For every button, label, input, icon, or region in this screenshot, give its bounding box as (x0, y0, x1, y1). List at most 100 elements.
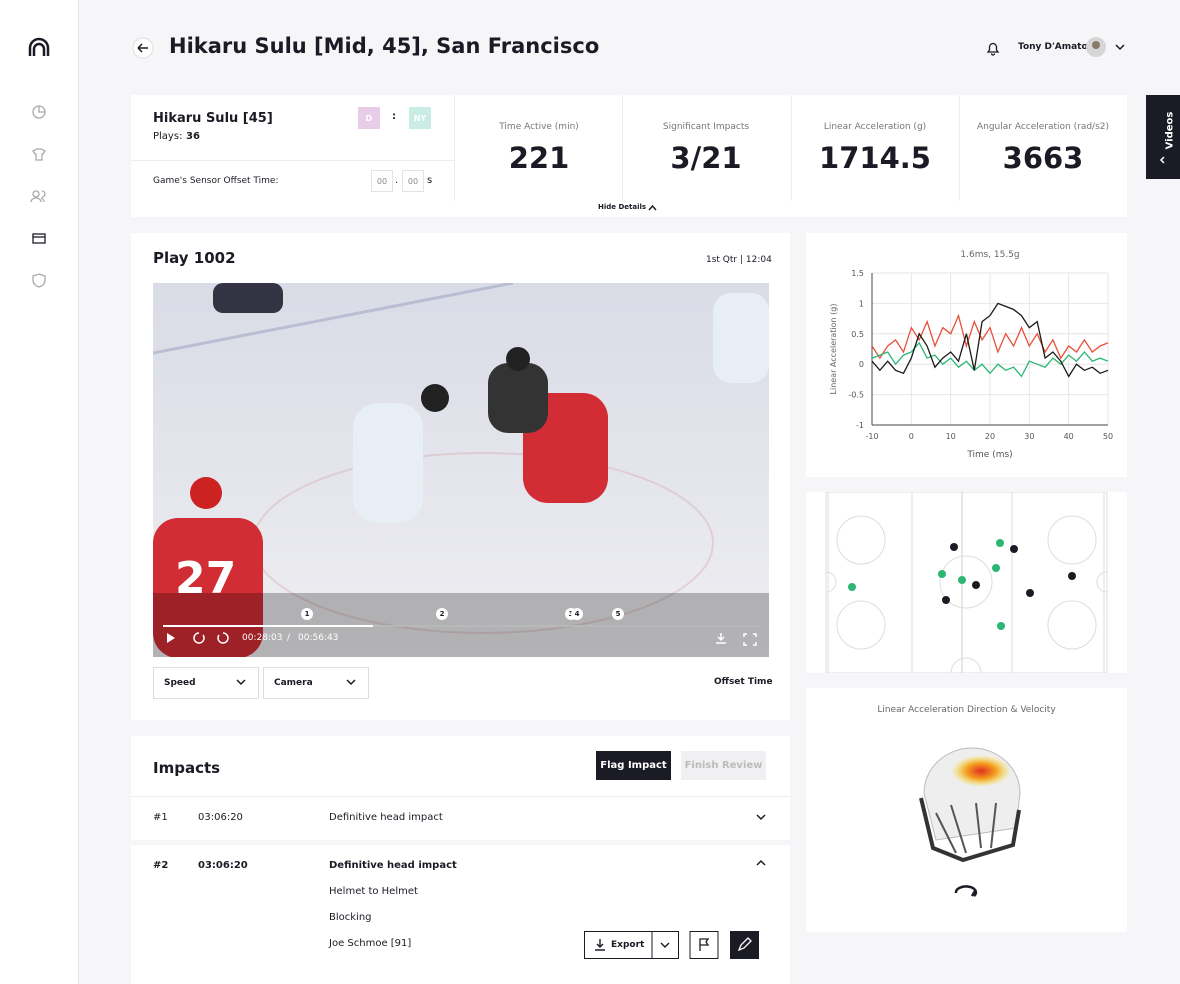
players: 27 (153, 283, 769, 657)
stat-value: 221 (508, 141, 570, 175)
impacts-title: Impacts (153, 759, 221, 777)
bell-icon[interactable] (985, 40, 1001, 56)
offset-time[interactable]: Offset Time (714, 677, 773, 687)
timeline-marker[interactable]: 5 (612, 608, 624, 620)
stat-value: 3/21 (670, 141, 742, 175)
team-badge: NY (409, 107, 431, 129)
divider (131, 796, 790, 797)
stat-label: Angular Acceleration (rad/s2) (976, 122, 1110, 132)
chart-title: 1.6ms, 15.5g (960, 250, 1019, 260)
x-tick-label: 50 (1103, 432, 1113, 441)
export-button[interactable] (584, 931, 679, 959)
videos-tab-label[interactable]: Videos (1164, 111, 1176, 150)
back-button[interactable] (132, 37, 154, 59)
video: 27 (153, 283, 769, 657)
impact-number: #1 (153, 812, 168, 823)
impact-time: 03:06:20 (198, 860, 248, 871)
y-tick-label: 1 (859, 299, 864, 308)
camera-select[interactable] (263, 667, 369, 699)
impact-detail: Helmet to Helmet (329, 886, 418, 897)
summary-card: Hikaru Sulu [45] Plays: 36 D : NY Game's… (131, 95, 1127, 217)
divider (131, 840, 790, 845)
plays-value: 36 (186, 131, 200, 142)
chart-card: 1.6ms, 15.5g Time (ms) Linear Acceleration… (806, 233, 1127, 477)
x-tick-label: 0 (909, 432, 914, 441)
offset-unit: s (427, 175, 433, 186)
y-tick-label: 1.5 (851, 269, 864, 278)
timeline-marker[interactable]: 1 (301, 608, 313, 620)
chevron-up[interactable] (648, 204, 657, 211)
stat-value: 3663 (1002, 141, 1084, 175)
avatar[interactable] (1086, 37, 1128, 59)
x-tick-label: 40 (1064, 432, 1074, 441)
play-title: Play 1002 (153, 249, 236, 267)
action-icons[interactable] (584, 931, 760, 959)
divider (959, 95, 960, 201)
offset-input[interactable]: 00 (371, 170, 393, 192)
series-line (871, 302, 1109, 378)
x-axis-label: Time (ms) (966, 450, 1012, 460)
y-tick-label: -1 (856, 421, 864, 430)
impacts-card: Impacts Flag Impact Finish Review #1 03:… (131, 736, 790, 984)
impact-description: Definitive head impact (329, 860, 457, 871)
videos-tab[interactable]: Videos (1146, 95, 1180, 179)
team-separator: : (392, 111, 396, 122)
impact-number: #2 (153, 860, 169, 871)
helmet (919, 747, 1021, 897)
series-line (871, 313, 1109, 360)
helmet-card: Linear Acceleration Direction & Velocity (806, 688, 1127, 932)
helmet-title: Linear Acceleration Direction & Velocity (877, 705, 1056, 715)
impact-detail: Blocking (329, 912, 372, 923)
team-badge: D (358, 107, 380, 129)
play-card: Play 1002 1st Qtr | 12:04 27 12345 00:28… (131, 233, 790, 720)
player-name: Hikaru Sulu [45] (153, 111, 273, 126)
rink (825, 491, 1108, 674)
timeline-marker[interactable]: 2 (436, 608, 448, 620)
user-name[interactable]: Tony D'Amato (1018, 42, 1088, 52)
speed-label[interactable]: Speed (164, 678, 196, 688)
y-tick-label: 0 (859, 360, 864, 369)
stat-label: Time Active (min) (499, 122, 579, 132)
export-label[interactable]: Export (611, 940, 645, 950)
current-time: 00:28:03 (242, 633, 283, 643)
timeline-marker[interactable]: 4 (571, 608, 583, 620)
y-tick-label: 0.5 (851, 330, 864, 339)
chevron-left[interactable] (1158, 155, 1168, 165)
dropdown-chevrons (236, 679, 356, 686)
x-tick-label: 30 (1024, 432, 1034, 441)
play-time: 1st Qtr | 12:04 (706, 255, 772, 265)
speed-select[interactable] (153, 667, 259, 699)
sidebar-icons (28, 37, 50, 288)
impact-description: Definitive head impact (329, 812, 443, 823)
stat-value: 1714.5 (819, 141, 931, 175)
x-tick-label: -10 (865, 432, 878, 441)
stat-label: Significant Impacts (662, 122, 750, 132)
time-separator: / (287, 633, 291, 643)
y-axis-label: Linear Acceleration (g) (829, 304, 838, 395)
hide-details[interactable]: Hide Details (598, 203, 647, 211)
page-title: Hikaru Sulu [Mid, 45], San Francisco (169, 34, 600, 58)
line-chart: 1.6ms, 15.5g Time (ms) Linear Acceleration… (829, 250, 1113, 460)
row-toggles[interactable] (756, 814, 766, 904)
stat-label: Linear Acceleration (g) (823, 122, 927, 132)
divider (454, 95, 455, 201)
divider (791, 95, 792, 201)
x-tick-label: 10 (946, 432, 956, 441)
y-tick-label: -0.5 (848, 391, 864, 400)
flag-impact-button[interactable]: Flag Impact (596, 751, 671, 780)
finish-review-button[interactable]: Finish Review (681, 751, 766, 780)
sidebar (0, 0, 79, 984)
plays-label: Plays: (153, 131, 183, 142)
divider (622, 95, 623, 201)
offset-label: Game's Sensor Offset Time: (153, 176, 279, 186)
rink-card (806, 491, 1127, 674)
rink-dots (848, 539, 1076, 630)
offset-input[interactable]: 00 (402, 170, 424, 192)
svg-text:27: 27 (175, 553, 236, 604)
series-line (871, 341, 1109, 378)
divider (131, 160, 455, 161)
x-tick-label: 20 (985, 432, 995, 441)
camera-label[interactable]: Camera (274, 678, 313, 688)
total-time: 00:56:43 (298, 633, 339, 643)
